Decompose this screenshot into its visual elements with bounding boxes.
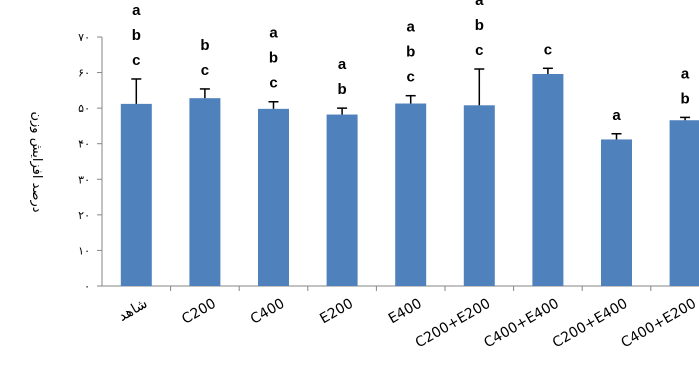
x-tick-label: C200+E200 (413, 296, 494, 352)
bar (532, 73, 564, 286)
y-tick-label: ١٠ (78, 244, 90, 257)
bar (258, 108, 289, 287)
x-tick-label: C200+E400 (550, 296, 631, 352)
bar (669, 120, 699, 286)
y-tick-label: ٢٠ (78, 209, 90, 222)
significance-letter: b (132, 27, 141, 44)
significance-letter: b (269, 50, 278, 67)
significance-letter: c (475, 42, 483, 59)
significance-letter: a (269, 25, 278, 42)
y-tick-label: ٧٠ (78, 31, 90, 44)
x-tick-label: E400 (386, 296, 425, 328)
y-tick-label: ٣٠ (78, 173, 90, 186)
bar (463, 105, 495, 286)
y-tick-label: ۵٠ (78, 102, 90, 115)
x-tick-label: شاهد (116, 296, 151, 325)
significance-letter: a (475, 0, 484, 9)
significance-letter: c (544, 41, 552, 58)
significance-letter: c (132, 52, 140, 69)
bar (120, 103, 152, 286)
bar (326, 114, 358, 286)
x-tick-label: C400+E200 (619, 296, 699, 352)
x-tick-label: C400+E400 (481, 296, 562, 352)
x-tick-label: E200 (317, 296, 356, 328)
y-tick-label: ۶٠ (78, 67, 90, 80)
significance-letter: b (200, 37, 209, 54)
plot-area: ٠١٠٢٠٣٠۴٠۵٠۶٠٧٠شاهدabcC200bcC400abcE200a… (78, 0, 699, 351)
x-tick-label: C400 (248, 296, 288, 328)
bar (189, 98, 221, 286)
y-tick-label: ٠ (84, 280, 90, 293)
significance-letter: a (407, 19, 416, 36)
significance-letter: c (201, 62, 209, 79)
significance-letter: a (612, 107, 621, 124)
significance-letter: b (338, 81, 347, 98)
y-axis-label: درصد افزایش وزن (29, 111, 44, 212)
significance-letter: c (269, 75, 277, 92)
significance-letter: a (338, 56, 347, 73)
significance-letter: a (681, 65, 690, 82)
x-tick-label: C200 (179, 296, 219, 328)
bar (395, 103, 427, 286)
significance-letter: b (681, 90, 690, 107)
significance-letter: a (132, 2, 141, 19)
bar (601, 139, 632, 286)
y-tick-label: ۴٠ (78, 138, 90, 151)
significance-letter: b (406, 44, 415, 61)
significance-letter: c (407, 69, 415, 86)
significance-letter: b (475, 17, 484, 34)
